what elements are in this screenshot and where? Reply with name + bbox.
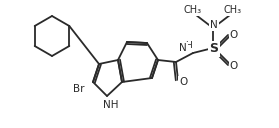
Text: Br: Br bbox=[73, 84, 85, 94]
Text: H: H bbox=[186, 41, 193, 51]
Text: N: N bbox=[210, 20, 218, 30]
Text: NH: NH bbox=[103, 100, 119, 110]
Text: N: N bbox=[179, 43, 187, 53]
Text: O: O bbox=[230, 61, 238, 71]
Text: S: S bbox=[210, 42, 218, 56]
Text: CH₃: CH₃ bbox=[184, 5, 202, 15]
Text: CH₃: CH₃ bbox=[224, 5, 242, 15]
Text: O: O bbox=[230, 30, 238, 40]
Text: O: O bbox=[179, 77, 187, 87]
